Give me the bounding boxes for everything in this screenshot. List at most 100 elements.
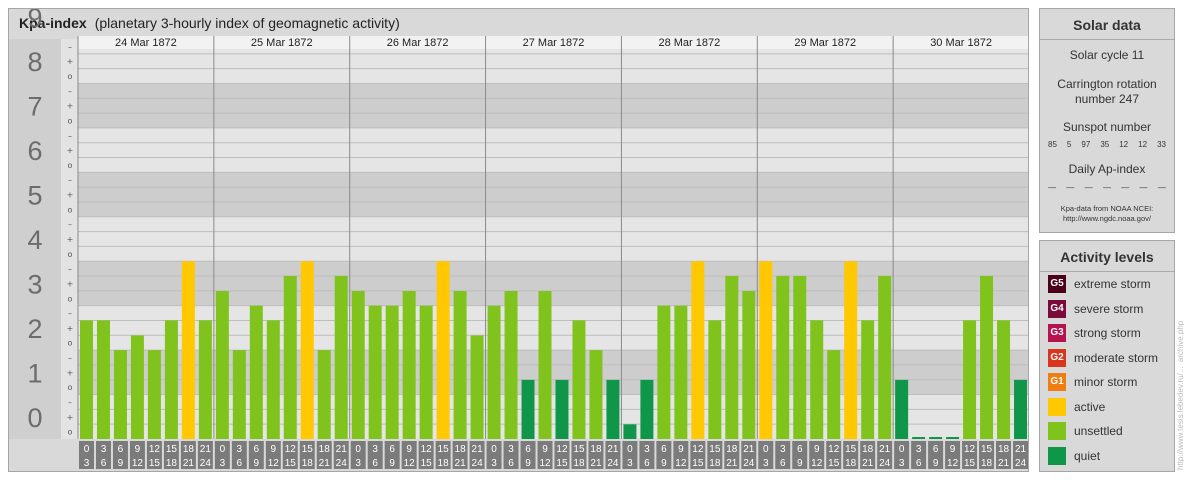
- hour-start-label: 21: [336, 444, 348, 455]
- hour-start-label: 18: [590, 444, 602, 455]
- kp-bar: [266, 320, 280, 439]
- g1-badge: G1: [1048, 373, 1066, 391]
- hour-end-label: 24: [200, 458, 212, 469]
- day-label: 28 Mar 1872: [658, 37, 720, 49]
- hour-start-label: 6: [254, 444, 260, 455]
- hour-end-label: 12: [132, 458, 144, 469]
- hour-start-label: 12: [285, 444, 297, 455]
- ap-value: —: [1066, 183, 1075, 192]
- hour-end-label: 9: [389, 458, 395, 469]
- hour-start-label: 21: [1015, 444, 1027, 455]
- hour-start-label: 3: [372, 444, 378, 455]
- hour-start-label: 21: [607, 444, 619, 455]
- hour-box: [248, 441, 264, 469]
- kp-bar: [164, 320, 178, 439]
- hour-start-label: 0: [763, 444, 769, 455]
- hour-box: [486, 441, 502, 469]
- hour-start-label: 12: [556, 444, 568, 455]
- y-sub-tick: –: [68, 42, 72, 51]
- kp-bar: [674, 305, 688, 439]
- g2-badge: G2: [1048, 348, 1066, 367]
- y-axis-column: [9, 39, 61, 439]
- day-label: 29 Mar 1872: [794, 37, 856, 49]
- hour-end-label: 3: [355, 458, 361, 469]
- hour-box: [860, 441, 876, 469]
- hour-box: [79, 441, 94, 469]
- kp-bar: [283, 275, 297, 439]
- hour-box: [435, 441, 451, 469]
- legend-label: severe storm: [1074, 301, 1144, 316]
- kp-bar: [113, 350, 127, 439]
- hour-end-label: 3: [84, 458, 90, 469]
- g4-badge: G4: [1048, 299, 1066, 318]
- kp-bar: [759, 261, 773, 439]
- hour-box: [979, 441, 995, 469]
- ap-values: — — — — — — —: [1040, 183, 1174, 192]
- kp-bar: [215, 291, 229, 439]
- sunspot-value: 35: [1100, 140, 1110, 149]
- hour-start-label: 6: [933, 444, 939, 455]
- hour-end-label: 3: [899, 458, 905, 469]
- day-label: 26 Mar 1872: [387, 37, 449, 49]
- hour-end-label: 18: [573, 458, 585, 469]
- legend-item-g2: G2 moderate storm: [1048, 348, 1158, 368]
- hour-box: [265, 441, 281, 469]
- hour-box: [741, 441, 757, 469]
- solar-cycle: Solar cycle 11: [1069, 48, 1145, 62]
- y-tick-label: 6: [27, 136, 42, 166]
- hour-end-label: 6: [237, 458, 243, 469]
- y-tick-label: 0: [27, 403, 42, 433]
- kp-bar: [130, 335, 144, 439]
- kp-bar: [181, 261, 195, 439]
- y-sub-tick: –: [68, 87, 72, 96]
- hour-start-label: 3: [508, 444, 514, 455]
- solar-data-panel: Solar data Solar cycle 11 Carrington rot…: [1039, 8, 1175, 233]
- kp-bar: [980, 275, 994, 439]
- y-sub-tick: +: [67, 235, 74, 244]
- legend-label: minor storm: [1074, 375, 1138, 389]
- kp-bar: [385, 305, 399, 439]
- legend-label: moderate storm: [1074, 350, 1159, 365]
- unsettled-swatch: [1048, 422, 1066, 440]
- hour-end-label: 3: [627, 458, 633, 469]
- hour-start-label: 18: [183, 444, 195, 455]
- hour-end-label: 15: [285, 458, 297, 469]
- y-sub-tick: –: [68, 220, 72, 229]
- g5-badge: G5: [1048, 275, 1066, 293]
- hour-box: [282, 441, 298, 469]
- kp-bar: [793, 275, 807, 439]
- data-source-label: Kpa-data from NOAA NCEI:: [1060, 204, 1154, 213]
- data-source-link[interactable]: http://www.ngdc.noaa.gov/: [1063, 214, 1151, 223]
- kp-bar: [810, 320, 824, 439]
- sunspot-value: 5: [1066, 140, 1072, 149]
- ap-value: —: [1102, 183, 1111, 192]
- hour-start-label: 3: [644, 444, 650, 455]
- legend-item-unsettled: unsettled: [1048, 421, 1123, 441]
- hour-box: [520, 441, 536, 469]
- y-sub-tick: –: [68, 309, 72, 318]
- hour-end-label: 6: [644, 458, 650, 469]
- hour-end-label: 3: [763, 458, 769, 469]
- hour-end-label: 18: [845, 458, 857, 469]
- hour-start-label: 6: [797, 444, 803, 455]
- level-band: [78, 83, 1028, 128]
- kp-bar: [589, 350, 603, 439]
- hour-box: [894, 441, 910, 469]
- kp-bar: [538, 291, 552, 439]
- level-band: [78, 216, 1028, 262]
- kp-bar: [334, 275, 348, 439]
- kp-bar: [300, 261, 314, 439]
- hour-start-label: 21: [743, 444, 755, 455]
- hour-start-label: 0: [355, 444, 361, 455]
- kp-bar: [878, 275, 892, 439]
- hour-end-label: 21: [998, 458, 1010, 469]
- hour-start-label: 0: [899, 444, 905, 455]
- hour-box: [350, 441, 366, 469]
- hour-end-label: 12: [268, 458, 280, 469]
- hour-start-label: 0: [84, 444, 90, 455]
- sunspot-value: 12: [1119, 140, 1129, 149]
- y-sub-tick: +: [67, 57, 74, 66]
- level-band: [78, 261, 1028, 306]
- hour-box: [673, 441, 689, 469]
- hour-start-label: 15: [438, 444, 450, 455]
